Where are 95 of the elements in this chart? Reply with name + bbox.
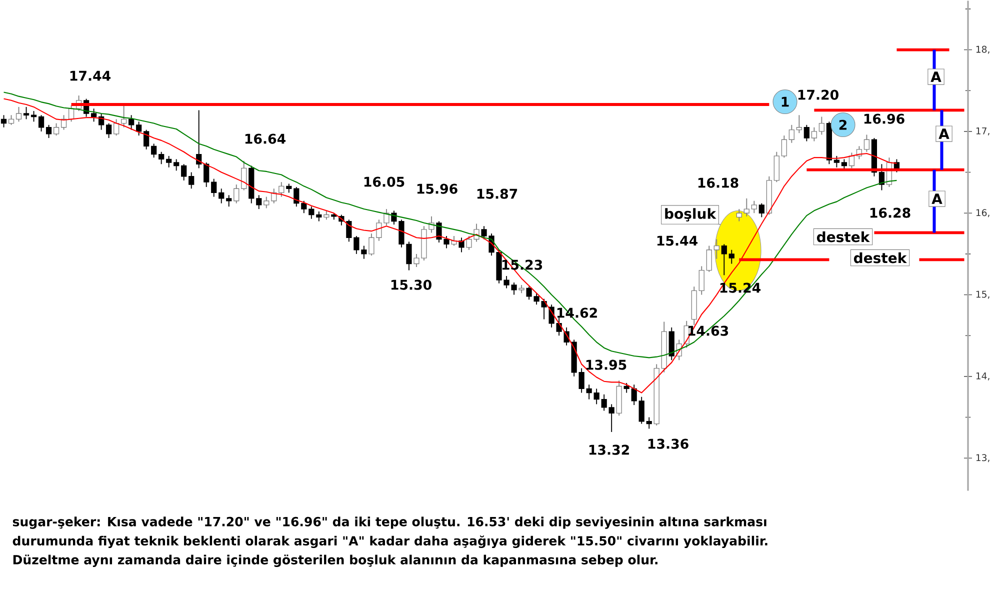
candlestick	[46, 124, 52, 139]
candlestick	[736, 208, 742, 222]
candlestick	[638, 396, 644, 424]
annotation: 1	[782, 97, 789, 107]
candlestick	[128, 114, 134, 130]
candlestick	[211, 178, 217, 198]
candlestick	[53, 122, 60, 136]
candlestick	[308, 206, 314, 220]
candlestick	[346, 219, 352, 242]
candlestick	[158, 152, 164, 165]
candlestick	[624, 382, 630, 394]
annotation: destek	[816, 231, 870, 242]
candlestick	[91, 108, 97, 122]
annotation: 17.20	[798, 90, 838, 100]
candlestick	[586, 384, 592, 400]
annotation: 16.96	[864, 114, 904, 124]
candlestick	[0, 114, 7, 128]
y-tick-label: 15,	[976, 290, 990, 299]
candlestick	[144, 129, 150, 150]
annotation: A	[932, 194, 942, 204]
candlestick	[114, 118, 120, 136]
candlestick	[241, 160, 247, 191]
candlestick	[234, 184, 240, 204]
text: Düzeltme aynı zamanda daire içinde gösterilen boşluk alanının da kapanmasına sebep olur.	[13, 554, 658, 568]
annotation: destek	[854, 252, 907, 264]
annotation: 15.44	[657, 236, 698, 246]
candlestick	[361, 245, 367, 260]
annotation: boşluk	[665, 208, 716, 222]
candlestick	[601, 394, 607, 412]
annotation: 15.87	[477, 188, 518, 199]
annotation: A	[930, 72, 942, 82]
candlestick	[458, 237, 464, 253]
annotation: 15.96	[417, 184, 458, 194]
candlestick	[256, 194, 262, 210]
candlestick	[848, 152, 855, 169]
candlestick	[301, 200, 307, 214]
y-tick-label: 18,	[976, 46, 990, 54]
candlestick	[188, 172, 194, 190]
candlestick	[721, 244, 727, 276]
candlestick	[594, 388, 600, 405]
annotation: 16.28	[870, 208, 910, 218]
annotation: 16.18	[698, 178, 738, 188]
candlestick	[174, 158, 180, 172]
candlestick	[698, 266, 704, 296]
candlestick	[38, 114, 44, 132]
y-tick-label: 16,	[976, 209, 990, 218]
candlestick	[706, 245, 712, 272]
annotation: 16.64	[245, 134, 286, 144]
candlestick	[781, 135, 787, 158]
candlestick	[226, 194, 232, 208]
candlestick	[788, 124, 794, 144]
candlestick	[106, 122, 112, 139]
candlestick	[894, 158, 900, 173]
candlestick	[818, 116, 824, 136]
candlestick	[758, 202, 764, 218]
candlestick	[278, 182, 284, 198]
y-tick-label: 17,	[976, 128, 990, 136]
candlestick	[451, 236, 457, 246]
candlestick	[864, 134, 870, 152]
candlestick	[631, 384, 637, 406]
annotation: 17.44	[70, 71, 111, 81]
candlestick	[744, 198, 750, 217]
candlestick	[316, 211, 322, 222]
text: sugar-şeker: Kısa vadede "17.20" ve "16.96" da iki tepe oluştu. 16.53' deki dip seviyesinin altına sarkması	[12, 516, 766, 529]
candlestick	[121, 104, 127, 128]
annotation: 13.95	[586, 360, 626, 370]
candlestick	[264, 196, 270, 209]
annotation: 13.36	[648, 438, 688, 449]
y-tick-label: 13,	[976, 454, 990, 462]
candlestick	[811, 127, 817, 142]
candlestick	[151, 143, 157, 158]
candlestick	[796, 114, 802, 134]
candlestick	[728, 250, 734, 264]
candlestick	[354, 236, 360, 255]
annotation: 15.30	[391, 280, 432, 290]
y-tick-label: 14,	[976, 372, 990, 380]
candlestick	[8, 114, 14, 126]
annotation: 16.05	[364, 176, 404, 187]
text: durumunda fiyat teknik beklenti olarak asgari "A" kadar daha aşağıya giderek "15.50" civarını yoklayabilir.	[12, 536, 768, 548]
candlestick	[714, 238, 720, 260]
annotation: 2	[839, 120, 846, 130]
candlestick	[16, 106, 22, 122]
candlestick	[23, 106, 30, 120]
candlestick	[804, 124, 810, 142]
candlestick	[834, 156, 840, 168]
annotation: 13.32	[589, 444, 629, 455]
candlestick	[181, 164, 187, 182]
candlestick	[751, 200, 757, 214]
candlestick	[136, 121, 142, 136]
candlestick	[608, 404, 614, 433]
candlestick	[646, 416, 652, 430]
candlestick	[218, 188, 224, 204]
annotation: A	[938, 128, 950, 139]
candlestick	[166, 156, 172, 168]
candlestick	[204, 162, 210, 188]
